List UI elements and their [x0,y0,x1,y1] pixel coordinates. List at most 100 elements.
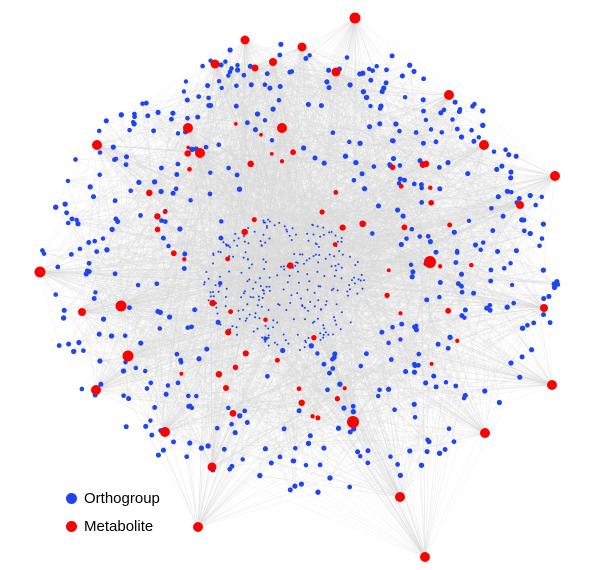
orthogroup-node [292,318,295,321]
orthogroup-node [212,254,215,256]
metabolite-node [444,90,454,100]
orthogroup-node [212,295,215,298]
orthogroup-node [375,203,382,209]
orthogroup-node [276,343,279,346]
orthogroup-node [221,446,227,452]
orthogroup-node [242,256,245,259]
orthogroup-node [508,169,514,175]
orthogroup-node [62,201,68,207]
orthogroup-node [261,296,264,299]
orthogroup-node [254,281,257,284]
orthogroup-node [371,164,377,169]
orthogroup-node [276,321,279,324]
orthogroup-node [359,279,362,282]
orthogroup-node [436,450,443,456]
orthogroup-node [257,472,263,479]
orthogroup-node [87,184,93,190]
orthogroup-node [305,440,312,447]
orthogroup-node [554,278,560,285]
orthogroup-node [233,103,239,109]
metabolite-node [290,149,296,156]
orthogroup-node [318,103,324,109]
orthogroup-node [424,449,430,455]
orthogroup-node [490,228,496,234]
orthogroup-node [168,116,174,122]
orthogroup-node [327,333,330,336]
orthogroup-node [166,314,173,320]
orthogroup-node [316,317,319,320]
orthogroup-node [295,261,298,264]
orthogroup-node [353,282,356,285]
orthogroup-node [126,396,132,402]
orthogroup-node [317,261,320,264]
orthogroup-node [77,246,83,252]
orthogroup-node [312,233,315,236]
orthogroup-node [340,240,343,243]
orthogroup-node [519,217,525,223]
orthogroup-node [398,241,404,248]
orthogroup-node [109,226,115,233]
orthogroup-node [217,290,220,293]
orthogroup-node [423,380,429,386]
orthogroup-node [465,171,471,177]
orthogroup-node [469,127,474,133]
metabolite-node [398,183,404,189]
orthogroup-node [175,131,181,136]
orthogroup-node [298,481,305,487]
orthogroup-node [212,252,215,255]
orthogroup-node [73,157,78,162]
orthogroup-node [264,71,270,77]
metabolite-node [154,226,161,233]
orthogroup-node [392,407,397,413]
orthogroup-node [227,69,233,75]
orthogroup-node [232,430,238,436]
orthogroup-node [159,218,164,224]
orthogroup-node [209,295,212,298]
orthogroup-node [248,278,251,281]
orthogroup-node [539,194,545,200]
orthogroup-node [462,307,468,313]
orthogroup-node [306,232,309,235]
orthogroup-node [446,426,452,432]
orthogroup-node [307,337,310,339]
orthogroup-node [252,330,255,333]
orthogroup-node [229,246,231,249]
orthogroup-node [300,297,302,300]
legend: Orthogroup Metabolite [66,487,160,543]
orthogroup-node [272,319,275,322]
legend-item-metabolite: Metabolite [66,515,160,537]
orthogroup-node [458,134,465,140]
orthogroup-node [290,239,293,241]
orthogroup-node [334,264,337,267]
orthogroup-node [287,69,293,75]
orthogroup-node [280,347,286,354]
orthogroup-node [240,271,243,274]
orthogroup-node [174,172,180,177]
metabolite-node [162,209,168,215]
orthogroup-node [454,126,460,132]
orthogroup-node [308,257,311,260]
orthogroup-node [363,279,365,282]
orthogroup-node [328,231,331,234]
orthogroup-node [365,460,371,466]
orthogroup-node [305,259,308,262]
metabolite-node [331,67,341,77]
orthogroup-node [155,109,161,116]
orthogroup-node [395,207,401,213]
orthogroup-node [334,234,337,237]
orthogroup-node [360,70,366,76]
orthogroup-node [207,191,213,197]
orthogroup-node [298,349,301,351]
orthogroup-node [143,423,149,429]
orthogroup-node [237,413,243,419]
metabolite-node [269,152,274,156]
metabolite-node [187,166,192,172]
orthogroup-node [332,351,338,357]
orthogroup-node [223,59,228,64]
orthogroup-node [379,329,385,335]
orthogroup-node [188,198,193,203]
orthogroup-node [291,227,294,230]
orthogroup-node [447,334,453,340]
orthogroup-node [296,408,302,414]
metabolite-node [398,311,403,316]
